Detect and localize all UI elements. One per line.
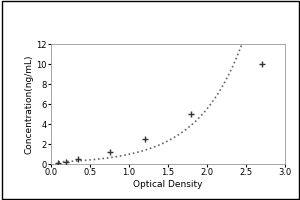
- Y-axis label: Concentration(ng/mL): Concentration(ng/mL): [25, 54, 34, 154]
- X-axis label: Optical Density: Optical Density: [133, 180, 203, 189]
